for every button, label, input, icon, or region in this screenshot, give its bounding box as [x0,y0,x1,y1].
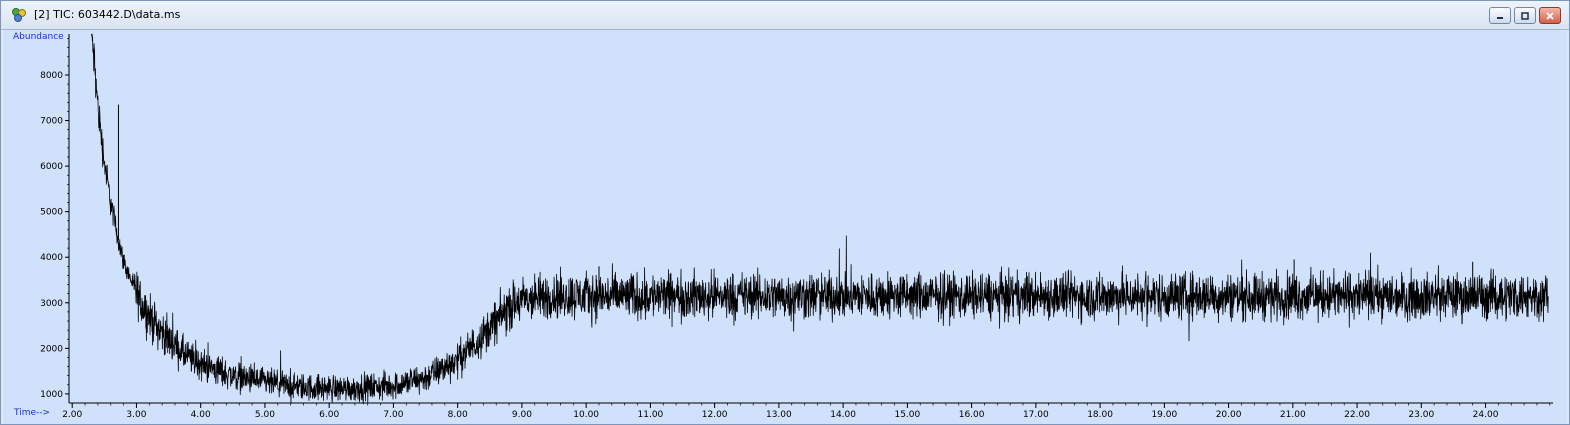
x-tick-label: 7.00 [383,410,403,420]
tic-chart: 1000 2000 3000 4000 5000 6000 7000 8000 2.00 3.00… [40,33,1553,420]
chemstation-app-icon [11,7,27,23]
x-tick-label: 4.00 [191,410,211,420]
x-tick-label: 8.00 [448,410,468,420]
x-axis-label: Time--> [14,408,51,418]
x-tick-label: 19.00 [1151,410,1177,420]
y-axis-label: Abundance [13,32,64,42]
restore-icon [1521,11,1529,20]
y-tick-label: 3000 [40,299,63,309]
y-tick-label: 8000 [40,71,63,81]
x-tick-label: 6.00 [319,410,339,420]
x-tick-label: 3.00 [126,410,146,420]
x-tick-label: 14.00 [830,410,856,420]
x-tick-label: 22.00 [1344,410,1370,420]
x-tick-label: 9.00 [512,410,532,420]
y-tick-label: 1000 [40,390,63,400]
y-tick-label: 7000 [40,117,63,127]
y-tick-label: 2000 [40,344,63,354]
y-tick-label: 5000 [40,208,63,218]
x-tick-label: 17.00 [1023,410,1049,420]
minimize-button[interactable] [1489,7,1511,24]
x-tick-label: 16.00 [959,410,985,420]
x-tick-label: 2.00 [62,410,82,420]
tic-trace [91,33,1549,405]
minimize-icon [1497,16,1503,19]
x-tick-label: 23.00 [1408,410,1434,420]
x-tick-label: 15.00 [894,410,920,420]
x-tick-label: 18.00 [1087,410,1113,420]
x-tick-label: 20.00 [1216,410,1242,420]
close-button[interactable] [1539,7,1561,24]
x-tick-label: 12.00 [702,410,728,420]
restore-button[interactable] [1514,7,1536,24]
chromatogram-plot-area[interactable]: 1000 2000 3000 4000 5000 6000 7000 8000 2.00 3.00… [3,30,1567,424]
x-tick-label: 5.00 [255,410,275,420]
x-tick-label: 21.00 [1280,410,1306,420]
close-icon [1546,11,1554,20]
x-tick-label: 13.00 [766,410,792,420]
window-controls [1486,7,1561,24]
x-tick-label: 11.00 [638,410,664,420]
y-tick-label: 4000 [40,253,63,263]
y-tick-label: 6000 [40,162,63,172]
x-tick-label: 10.00 [573,410,599,420]
window-title: [2] TIC: 603442.D\data.ms [34,8,181,21]
x-tick-label: 24.00 [1473,410,1499,420]
title-bar[interactable]: [2] TIC: 603442.D\data.ms [1,1,1569,30]
